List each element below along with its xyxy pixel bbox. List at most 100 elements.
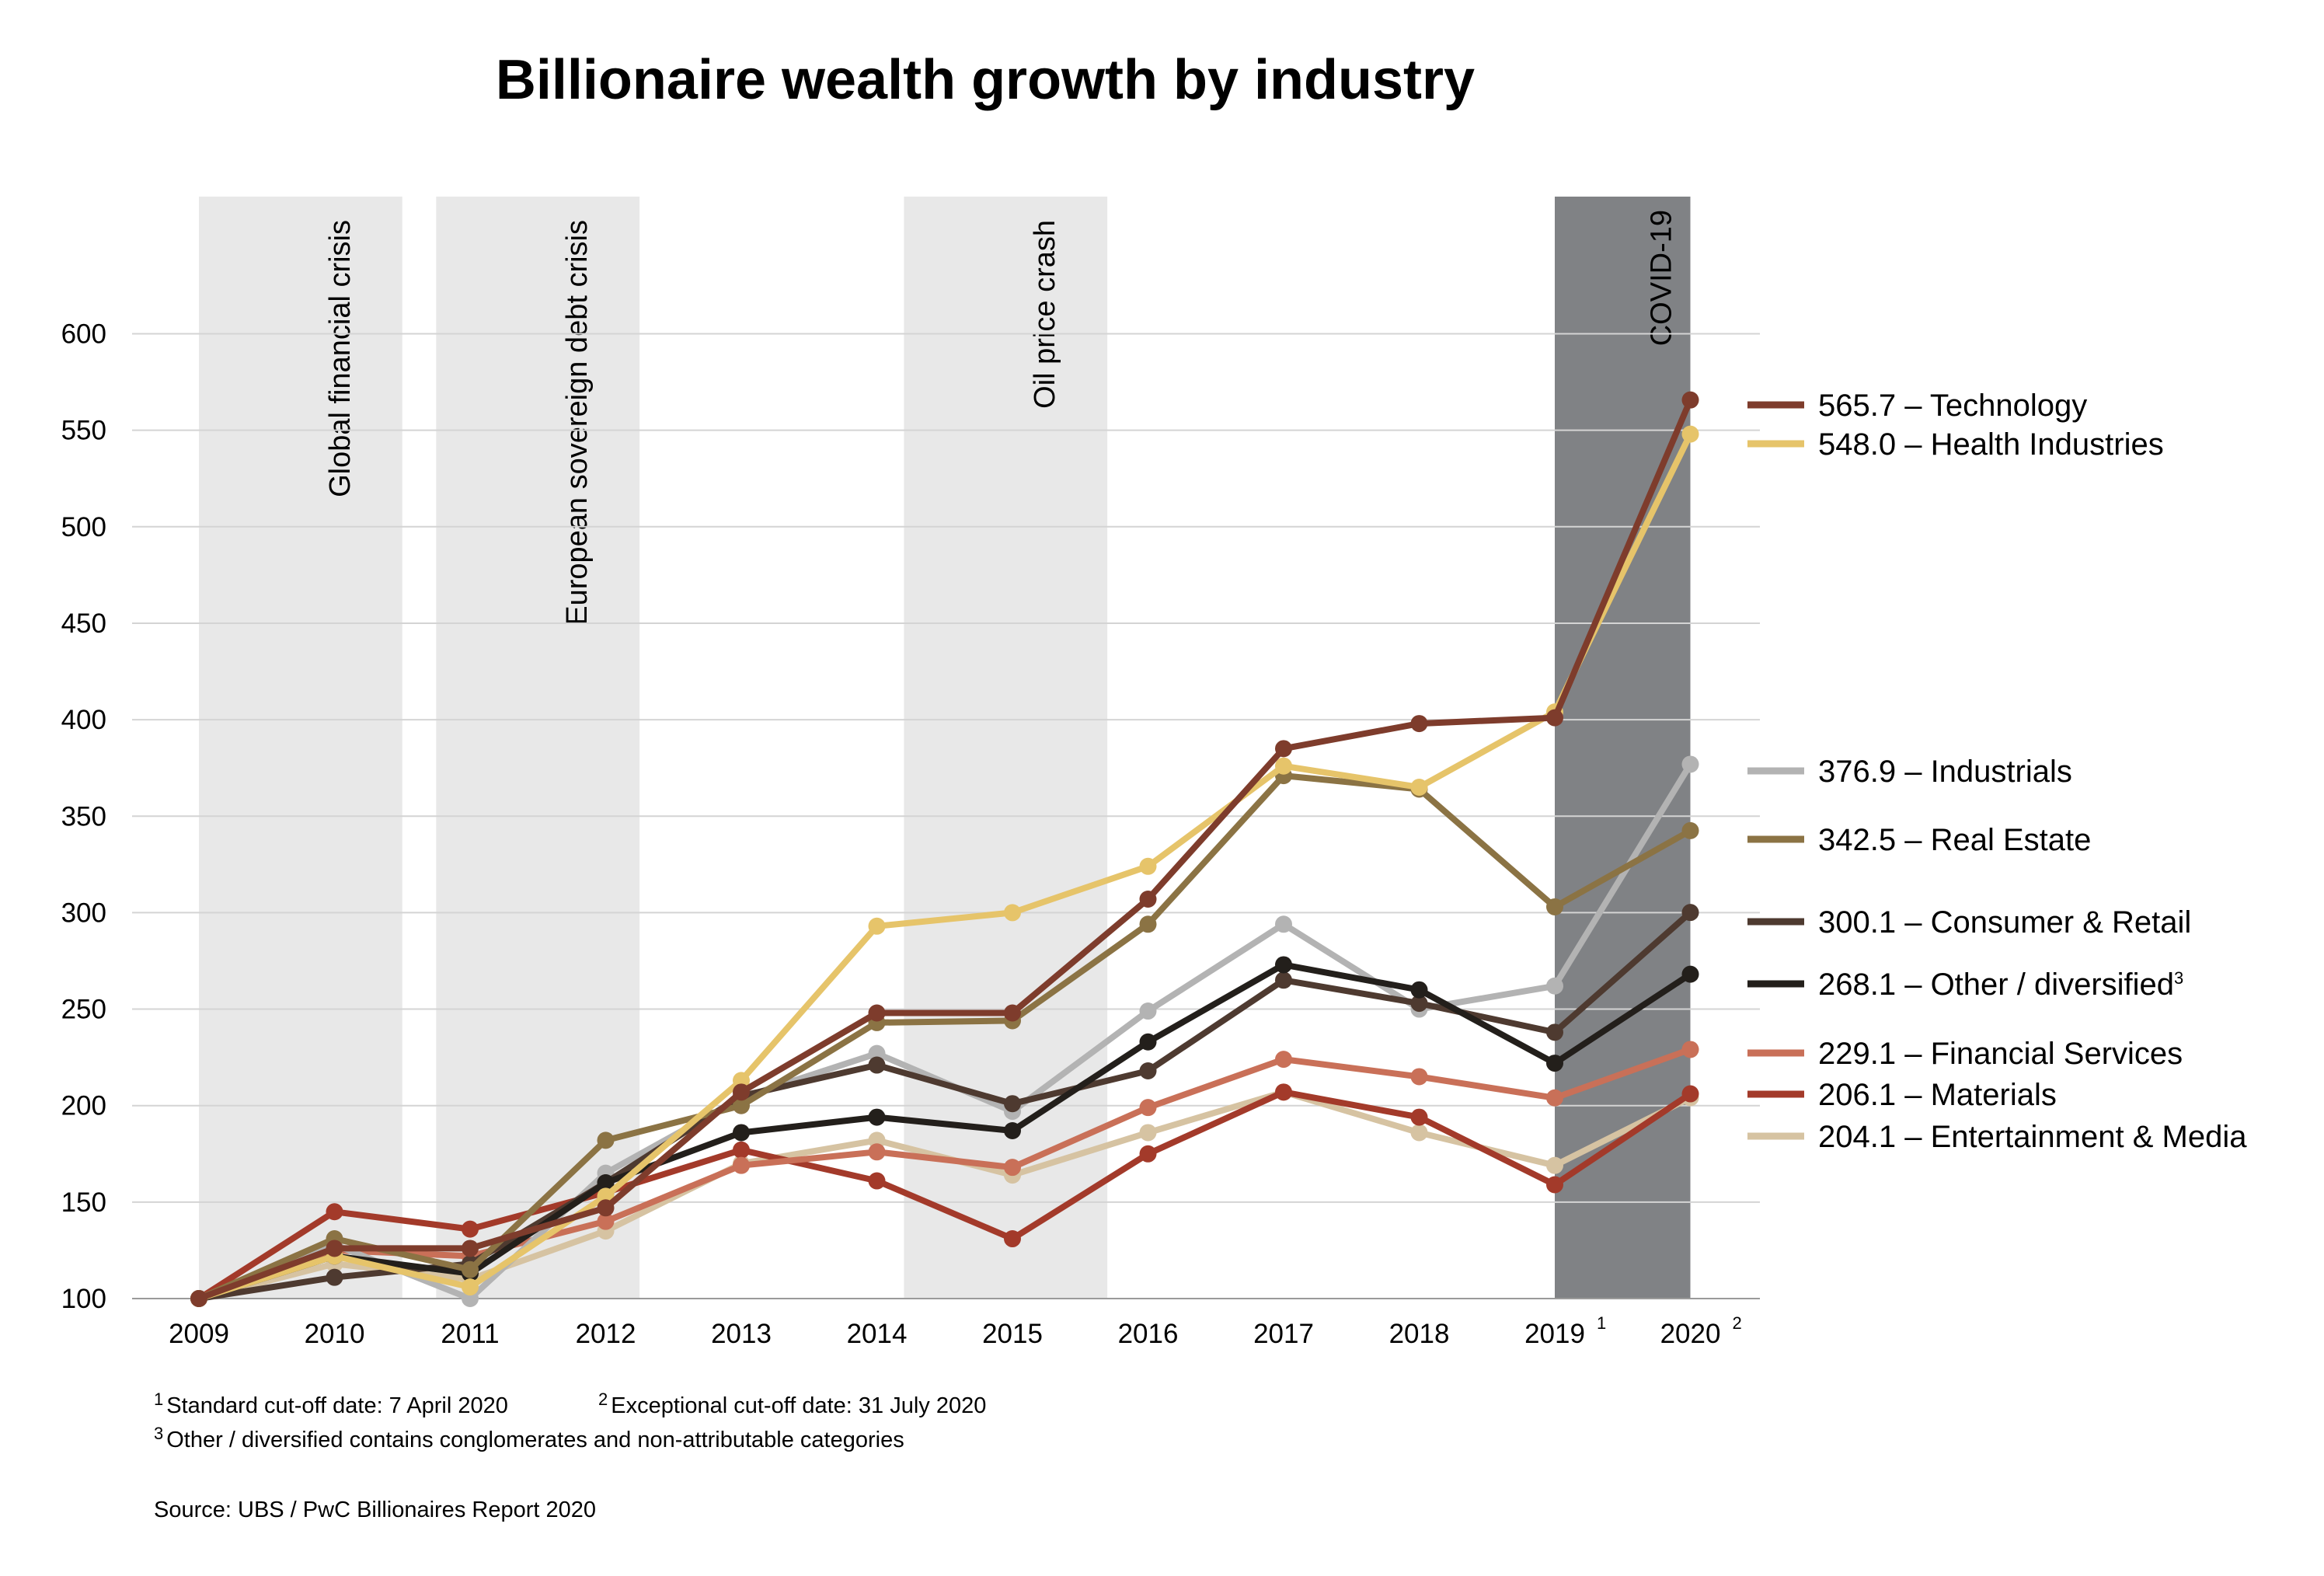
x-tick-2017: 2017 xyxy=(1253,1319,1314,1349)
point-materials-2013 xyxy=(733,1141,750,1159)
point-consumer-retail-2018 xyxy=(1410,995,1428,1013)
series-other-diversified xyxy=(190,956,1699,1307)
y-tick-450: 450 xyxy=(61,608,106,639)
legend-item-real-estate: 342.5 – Real Estate xyxy=(1747,823,2091,857)
point-health-industries-2018 xyxy=(1410,779,1428,797)
footnote-3: 3 Other / diversified contains conglomera… xyxy=(154,1424,904,1452)
point-financial-services-2015 xyxy=(1004,1159,1021,1177)
y-tick-500: 500 xyxy=(61,512,106,542)
x-tick-2016: 2016 xyxy=(1118,1319,1179,1349)
point-materials-2010 xyxy=(326,1203,343,1221)
point-industrials-2016 xyxy=(1139,1002,1157,1020)
point-technology-2020 xyxy=(1681,391,1699,409)
point-real-estate-2012 xyxy=(597,1131,615,1149)
x-tick-2020: 2020 xyxy=(1660,1319,1721,1349)
point-health-industries-2015 xyxy=(1004,904,1021,922)
point-health-industries-2016 xyxy=(1139,857,1157,875)
chart-title: Billionaire wealth growth by industry xyxy=(496,49,1475,111)
legend-label-other-diversified: 268.1 – Other / diversified3 xyxy=(1818,968,2183,1002)
point-other-diversified-2019 xyxy=(1546,1055,1563,1072)
point-real-estate-2011 xyxy=(462,1260,479,1278)
point-health-industries-2014 xyxy=(868,917,886,935)
y-axis: 100 150 200 250 300 350 400 450 500 550 600 xyxy=(61,319,106,1315)
footnote-2: 2 Exceptional cut-off date: 31 July 2020 xyxy=(598,1389,986,1418)
point-consumer-retail-2017 xyxy=(1275,971,1292,989)
footer: 1 Standard cut-off date: 7 April 2020 2 Ex… xyxy=(154,1389,986,1522)
point-other-diversified-2020 xyxy=(1681,965,1699,983)
point-health-industries-2020 xyxy=(1681,425,1699,443)
legend-label-technology: 565.7 – Technology xyxy=(1818,389,2087,423)
point-financial-services-2020 xyxy=(1681,1041,1699,1058)
point-materials-2015 xyxy=(1004,1230,1021,1248)
x-tick-2010: 2010 xyxy=(305,1319,365,1349)
legend-label-financial-services: 229.1 – Financial Services xyxy=(1818,1037,2183,1071)
x-tick-2018: 2018 xyxy=(1389,1319,1450,1349)
point-entertainment-media-2018 xyxy=(1410,1124,1428,1142)
band-0 xyxy=(199,197,402,1299)
grid xyxy=(132,333,1760,1299)
point-technology-2010 xyxy=(326,1240,343,1257)
x-tick-2015: 2015 xyxy=(982,1319,1043,1349)
point-materials-2017 xyxy=(1275,1083,1292,1101)
point-materials-2011 xyxy=(462,1220,479,1238)
point-entertainment-media-2016 xyxy=(1139,1124,1157,1142)
x-axis: 2009 2010 2011 2012 2013 2014 2015 2016 2017 2018… xyxy=(169,1313,1742,1349)
x-tick-2013: 2013 xyxy=(711,1319,772,1349)
band-label-3: COVID-19 xyxy=(1646,210,1678,346)
y-tick-250: 250 xyxy=(61,995,106,1025)
point-technology-2016 xyxy=(1139,891,1157,908)
point-financial-services-2012 xyxy=(597,1212,615,1230)
point-technology-2018 xyxy=(1410,715,1428,733)
y-tick-150: 150 xyxy=(61,1187,106,1218)
legend-item-entertainment-media: 204.1 – Entertainment & Media xyxy=(1747,1120,2247,1154)
point-financial-services-2017 xyxy=(1275,1051,1292,1069)
band-label-2: Oil price crash xyxy=(1029,220,1061,409)
band-1 xyxy=(436,197,640,1299)
point-other-diversified-2015 xyxy=(1004,1121,1021,1139)
x-tick-2014: 2014 xyxy=(847,1319,908,1349)
legend: 565.7 – Technology 548.0 – Health Industr… xyxy=(1747,389,2247,1154)
point-technology-2009 xyxy=(190,1290,207,1307)
series-line-health-industries xyxy=(196,431,1694,1302)
point-technology-2019 xyxy=(1546,709,1563,727)
point-consumer-retail-2020 xyxy=(1681,904,1699,922)
series-technology xyxy=(190,391,1699,1307)
legend-label-materials: 206.1 – Materials xyxy=(1818,1078,2057,1112)
point-technology-2011 xyxy=(462,1240,479,1257)
point-industrials-2019 xyxy=(1546,977,1563,995)
point-entertainment-media-2019 xyxy=(1546,1156,1563,1174)
x-tick-sup-2019: 1 xyxy=(1597,1313,1606,1333)
y-tick-600: 600 xyxy=(61,319,106,350)
point-technology-2013 xyxy=(733,1083,750,1101)
band-label-0: Global financial crisis xyxy=(324,220,357,497)
y-tick-400: 400 xyxy=(61,705,106,735)
y-tick-100: 100 xyxy=(61,1284,106,1314)
x-tick-2011: 2011 xyxy=(441,1319,499,1349)
y-tick-350: 350 xyxy=(61,801,106,832)
point-other-diversified-2017 xyxy=(1275,956,1292,974)
legend-item-health-industries: 548.0 – Health Industries xyxy=(1747,427,2164,462)
point-other-diversified-2012 xyxy=(597,1174,615,1192)
point-materials-2016 xyxy=(1139,1145,1157,1163)
point-financial-services-2013 xyxy=(733,1156,750,1174)
point-industrials-2020 xyxy=(1681,755,1699,773)
legend-item-materials: 206.1 – Materials xyxy=(1747,1078,2057,1112)
point-financial-services-2019 xyxy=(1546,1089,1563,1107)
legend-item-technology: 565.7 – Technology xyxy=(1747,389,2087,423)
legend-item-financial-services: 229.1 – Financial Services xyxy=(1747,1037,2183,1071)
band-3 xyxy=(1555,197,1691,1299)
y-tick-300: 300 xyxy=(61,898,106,928)
footnote-1: 1 Standard cut-off date: 7 April 2020 xyxy=(154,1389,508,1418)
legend-label-consumer-retail: 300.1 – Consumer & Retail xyxy=(1818,905,2191,940)
legend-item-industrials: 376.9 – Industrials xyxy=(1747,755,2072,789)
point-other-diversified-2014 xyxy=(868,1108,886,1126)
series-line-technology xyxy=(196,396,1694,1302)
legend-label-industrials: 376.9 – Industrials xyxy=(1818,755,2072,789)
legend-label-entertainment-media: 204.1 – Entertainment & Media xyxy=(1818,1120,2247,1154)
point-real-estate-2013 xyxy=(733,1097,750,1114)
series-line-materials xyxy=(196,1089,1694,1302)
point-health-industries-2017 xyxy=(1275,757,1292,775)
legend-label-real-estate: 342.5 – Real Estate xyxy=(1818,823,2091,857)
series-line-other-diversified xyxy=(196,961,1694,1302)
